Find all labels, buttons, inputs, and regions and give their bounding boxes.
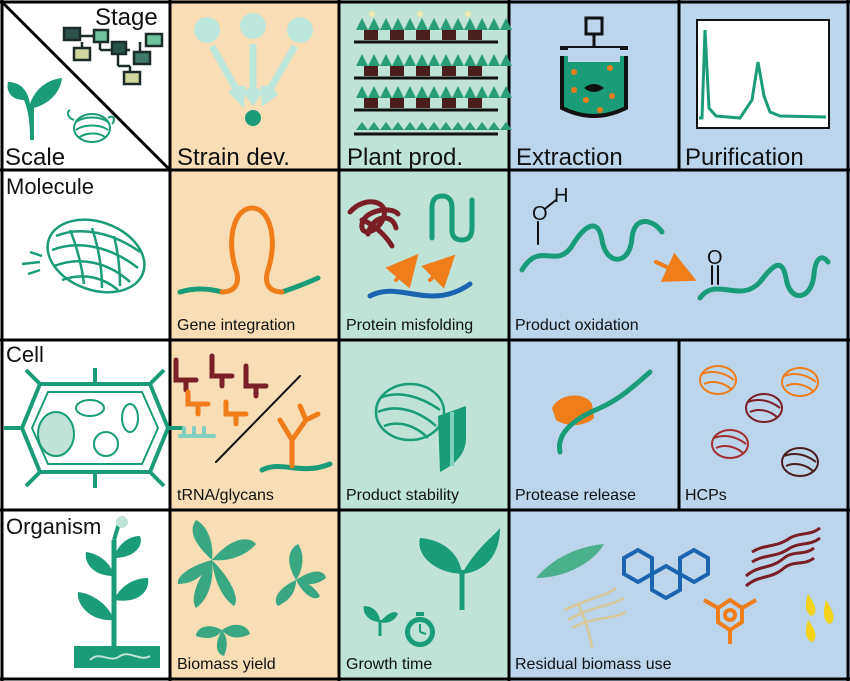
gene-integration-icon (177, 205, 321, 295)
stage-header-plant-prod: Plant prod. (347, 144, 464, 171)
caption-gene-integration: Gene integration (177, 317, 296, 334)
residual-biomass-icon (536, 526, 834, 649)
protein-shield-icon (374, 382, 466, 472)
plant-cell-icon (4, 368, 184, 488)
stage-header-strain-dev: Strain dev. (177, 144, 290, 171)
caption-growth-time: Growth time (346, 656, 433, 673)
biomass-leaves-icon (177, 520, 326, 656)
protein-barrel-icon (21, 218, 146, 294)
stage-header-extraction: Extraction (516, 144, 623, 171)
protease-release-icon (552, 369, 653, 455)
stage-axis-label: Stage (95, 4, 158, 31)
caption-hcps: HCPs (685, 487, 727, 504)
cell-lineage-icon (194, 13, 313, 126)
caption-protein-misfolding: Protein misfolding (346, 317, 474, 334)
caption-biomass-yield: Biomass yield (177, 656, 276, 673)
flowchart-icon (62, 26, 164, 86)
product-oxidation-icon (519, 199, 831, 301)
scale-header-organism: Organism (6, 514, 102, 539)
plant-icon (74, 516, 160, 668)
bioreactor-icon (560, 16, 628, 118)
growth-time-icon (363, 528, 500, 647)
hydrogen-atom-label: H (554, 185, 568, 207)
protein-icon (66, 109, 116, 143)
caption-product-oxidation: Product oxidation (515, 317, 639, 334)
plant-racks-icon (354, 11, 512, 136)
trna-glycans-icon (173, 353, 333, 473)
hcp-proteins-icon (699, 365, 819, 477)
scale-header-cell: Cell (6, 342, 44, 367)
caption-protease-release: Protease release (515, 487, 636, 504)
carbonyl-oxygen-label: O (707, 247, 723, 269)
stage-header-purification: Purification (685, 144, 804, 171)
oxygen-atom-label: O (532, 203, 548, 225)
caption-trna-glycans: tRNA/glycans (177, 487, 274, 504)
scale-header-molecule: Molecule (6, 174, 95, 199)
leaf-icon (7, 78, 62, 140)
caption-product-stability: Product stability (346, 487, 459, 504)
scale-axis-label: Scale (5, 144, 66, 171)
corner-diagonal (0, 0, 172, 172)
chromatogram-icon (696, 19, 830, 129)
caption-residual-biomass-use: Residual biomass use (515, 656, 672, 673)
protein-misfolding-icon (347, 193, 475, 299)
